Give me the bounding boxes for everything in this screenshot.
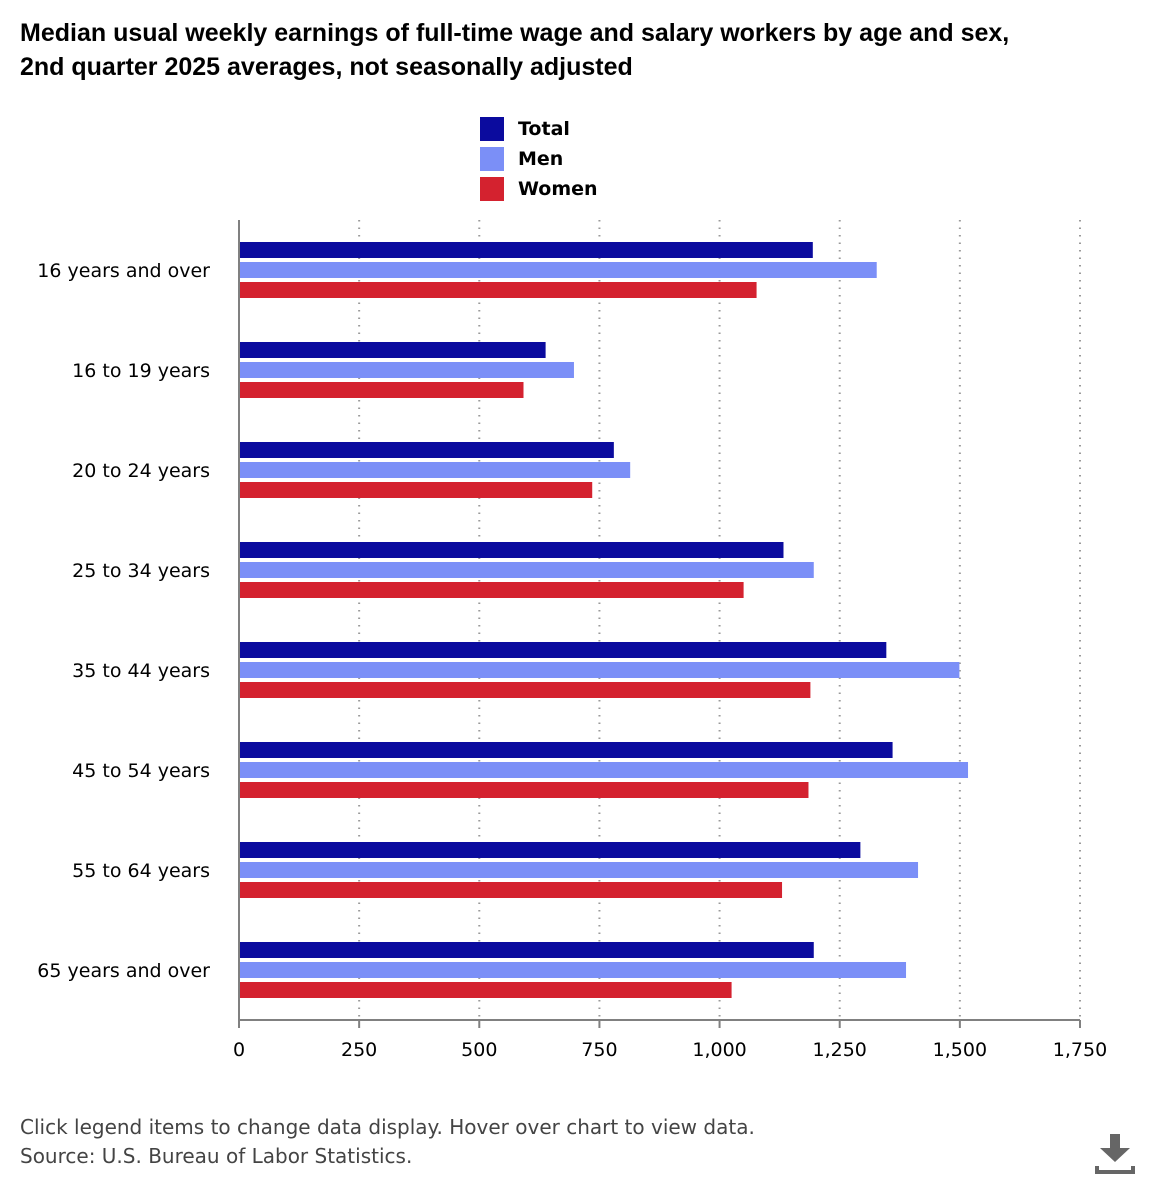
x-tick-label: 1,250 [813,1039,867,1061]
legend: Total Men Women [480,114,598,204]
bar-men[interactable] [239,662,960,678]
bar-men[interactable] [239,862,919,878]
legend-item-women[interactable]: Women [480,174,598,204]
legend-swatch-men [480,147,504,171]
bar-total[interactable] [239,842,861,858]
bar-total[interactable] [239,242,813,258]
download-icon[interactable] [1092,1130,1138,1176]
footer-source: Source: U.S. Bureau of Labor Statistics. [20,1144,413,1168]
bar-men[interactable] [239,262,877,278]
bar-women[interactable] [239,582,744,598]
legend-label-total: Total [518,118,570,140]
legend-label-women: Women [518,178,598,200]
bar-men[interactable] [239,762,969,778]
bar-men[interactable] [239,362,574,378]
bar-total[interactable] [239,542,784,558]
bar-total[interactable] [239,942,814,958]
x-tick-label: 500 [461,1039,497,1061]
bar-women[interactable] [239,782,809,798]
bar-men[interactable] [239,462,631,478]
category-label: 55 to 64 years [72,860,210,882]
x-tick-label: 250 [341,1039,377,1061]
x-tick-label: 750 [581,1039,617,1061]
chart-title: Median usual weekly earnings of full-tim… [20,19,1010,81]
category-label: 45 to 54 years [72,760,210,782]
x-tick-label: 1,500 [933,1039,987,1061]
category-label: 16 to 19 years [72,360,210,382]
bar-women[interactable] [239,882,783,898]
bar-chart[interactable]: 16 years and over 16 to 19 years 20 to 24 … [0,210,1160,1090]
bar-total[interactable] [239,742,893,758]
category-label: 25 to 34 years [72,560,210,582]
x-tick-label: 0 [233,1039,245,1061]
legend-swatch-total [480,117,504,141]
legend-label-men: Men [518,148,564,170]
footer-instructions: Click legend items to change data displa… [20,1115,755,1139]
category-label: 20 to 24 years [72,460,210,482]
bar-total[interactable] [239,642,887,658]
bar-women[interactable] [239,682,811,698]
bar-men[interactable] [239,562,814,578]
legend-swatch-women [480,177,504,201]
bar-women[interactable] [239,482,593,498]
bar-women[interactable] [239,982,732,998]
x-tick-label: 1,750 [1053,1039,1107,1061]
category-label: 65 years and over [37,960,210,982]
bar-women[interactable] [239,282,757,298]
bar-total[interactable] [239,442,614,458]
bar-women[interactable] [239,382,524,398]
legend-item-total[interactable]: Total [480,114,598,144]
chart-footer: Click legend items to change data displa… [20,1113,755,1171]
bar-men[interactable] [239,962,907,978]
legend-item-men[interactable]: Men [480,144,598,174]
category-label: 35 to 44 years [72,660,210,682]
x-tick-label: 1,000 [692,1039,746,1061]
category-label: 16 years and over [37,260,210,282]
bar-total[interactable] [239,342,546,358]
